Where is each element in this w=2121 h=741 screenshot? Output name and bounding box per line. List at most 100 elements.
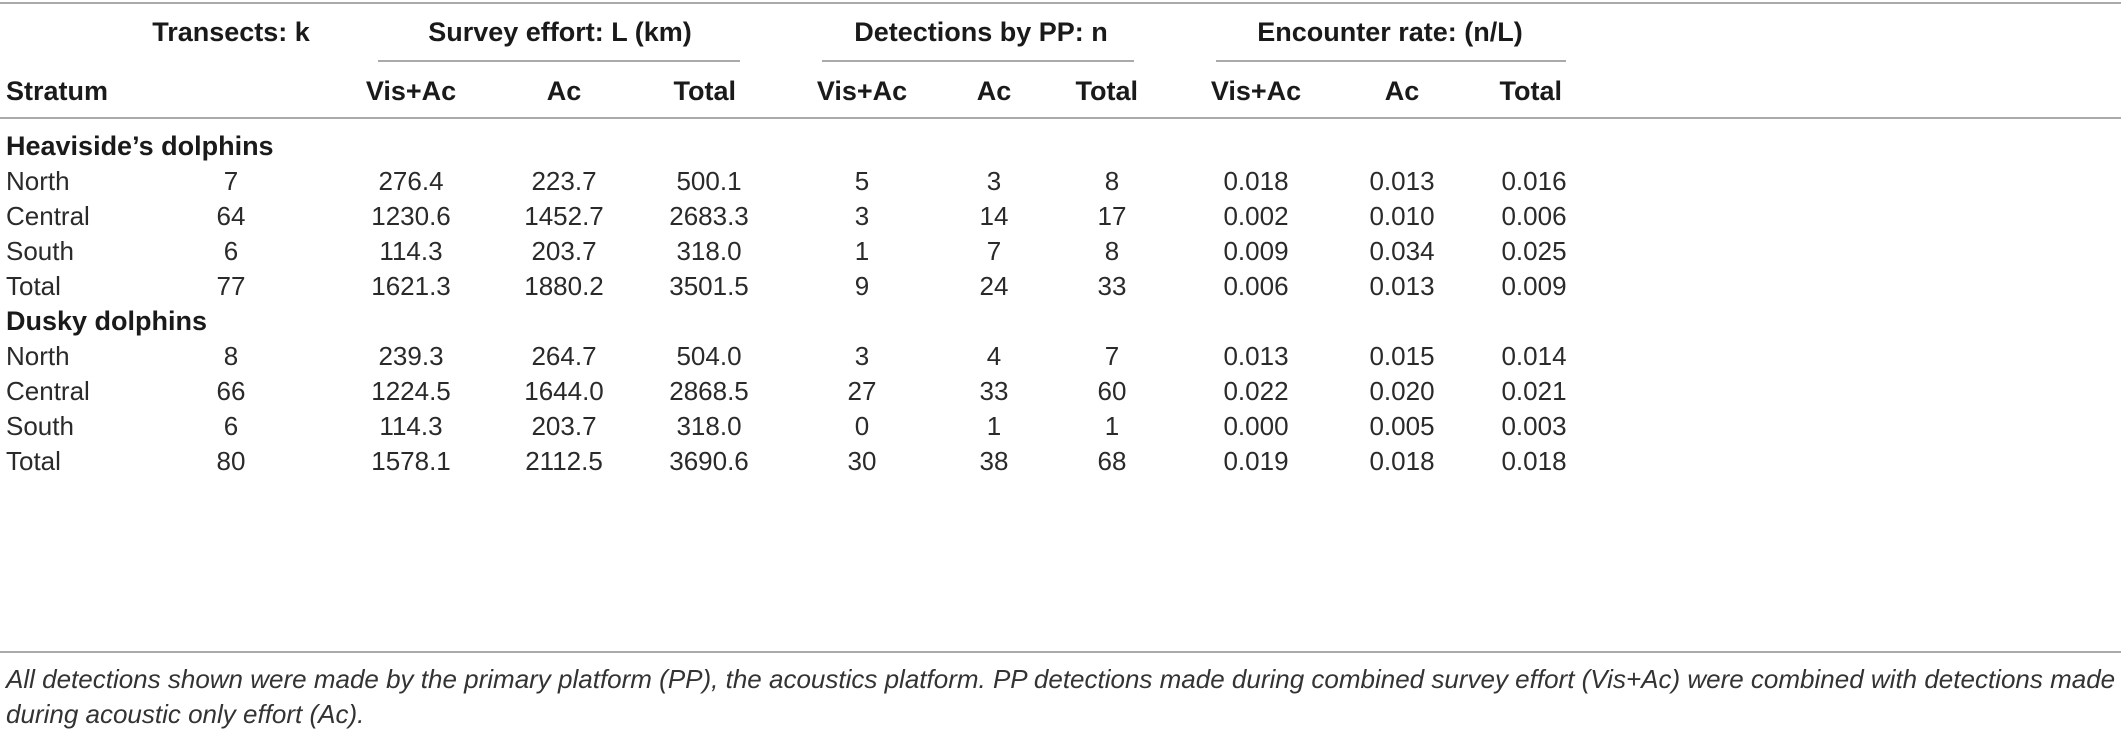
transects-cell: 66 — [216, 376, 246, 406]
effort-group-rule — [378, 60, 740, 62]
transects-cell: 8 — [223, 341, 239, 371]
value-cell: 1 — [986, 411, 1002, 441]
transects-cell: 7 — [223, 166, 239, 196]
value-cell: 0.014 — [1501, 341, 1567, 371]
value-cell: 0.009 — [1223, 236, 1289, 266]
value-cell: 60 — [1097, 376, 1127, 406]
value-cell: 0.009 — [1501, 271, 1567, 301]
header-detections-ac: Ac — [976, 76, 1012, 106]
value-cell: 2868.5 — [669, 376, 749, 406]
value-cell: 33 — [979, 376, 1009, 406]
value-cell: 7 — [986, 236, 1002, 266]
value-cell: 0.034 — [1369, 236, 1435, 266]
value-cell: 0.020 — [1369, 376, 1435, 406]
value-cell: 3690.6 — [669, 446, 749, 476]
value-cell: 0 — [854, 411, 870, 441]
header-detections-total: Total — [1075, 76, 1139, 106]
transects-cell: 80 — [216, 446, 246, 476]
transects-cell: 77 — [216, 271, 246, 301]
value-cell: 0.025 — [1501, 236, 1567, 266]
value-cell: 0.013 — [1369, 166, 1435, 196]
value-cell: 0.018 — [1223, 166, 1289, 196]
value-cell: 3 — [854, 341, 870, 371]
transects-cell: 6 — [223, 236, 239, 266]
value-cell: 8 — [1104, 236, 1120, 266]
stratum-cell: North — [6, 166, 70, 196]
value-cell: 68 — [1097, 446, 1127, 476]
value-cell: 3 — [854, 201, 870, 231]
header-effort-visac: Vis+Ac — [365, 76, 457, 106]
stratum-cell: North — [6, 341, 70, 371]
value-cell: 0.000 — [1223, 411, 1289, 441]
value-cell: 318.0 — [676, 411, 742, 441]
section-title: Dusky dolphins — [6, 306, 208, 336]
value-cell: 0.022 — [1223, 376, 1289, 406]
value-cell: 24 — [979, 271, 1009, 301]
value-cell: 0.002 — [1223, 201, 1289, 231]
value-cell: 4 — [986, 341, 1002, 371]
detections-group-rule — [822, 60, 1134, 62]
value-cell: 0.015 — [1369, 341, 1435, 371]
value-cell: 3 — [986, 166, 1002, 196]
value-cell: 3501.5 — [669, 271, 749, 301]
value-cell: 27 — [847, 376, 877, 406]
header-transects: Transects: k — [152, 17, 310, 47]
value-cell: 33 — [1097, 271, 1127, 301]
transects-cell: 64 — [216, 201, 246, 231]
value-cell: 1 — [854, 236, 870, 266]
value-cell: 5 — [854, 166, 870, 196]
header-encounter-total: Total — [1499, 76, 1563, 106]
value-cell: 1224.5 — [371, 376, 451, 406]
value-cell: 1452.7 — [524, 201, 604, 231]
value-cell: 223.7 — [531, 166, 597, 196]
value-cell: 1578.1 — [371, 446, 451, 476]
value-cell: 2112.5 — [525, 446, 603, 476]
value-cell: 7 — [1104, 341, 1120, 371]
stratum-cell: Total — [6, 446, 61, 476]
table-footnote: All detections shown were made by the pr… — [6, 664, 2116, 729]
header-detections-visac: Vis+Ac — [816, 76, 908, 106]
value-cell: 2683.3 — [669, 201, 749, 231]
table-bottom-rule — [0, 651, 2121, 653]
value-cell: 17 — [1097, 201, 1127, 231]
top-rule — [0, 2, 2121, 4]
value-cell: 318.0 — [676, 236, 742, 266]
value-cell: 114.3 — [379, 411, 443, 441]
value-cell: 203.7 — [531, 411, 597, 441]
value-cell: 9 — [854, 271, 870, 301]
value-cell: 0.016 — [1501, 166, 1567, 196]
header-survey-effort: Survey effort: L (km) — [428, 17, 692, 47]
value-cell: 0.003 — [1501, 411, 1567, 441]
value-cell: 0.019 — [1223, 446, 1289, 476]
value-cell: 1880.2 — [524, 271, 604, 301]
value-cell: 0.006 — [1501, 201, 1567, 231]
header-effort-total: Total — [673, 76, 737, 106]
stratum-cell: South — [6, 411, 74, 441]
value-cell: 0.018 — [1501, 446, 1567, 476]
value-cell: 500.1 — [676, 166, 742, 196]
value-cell: 203.7 — [531, 236, 597, 266]
value-cell: 0.006 — [1223, 271, 1289, 301]
section-title: Heaviside’s dolphins — [6, 131, 274, 161]
header-bottom-rule — [0, 117, 2121, 119]
header-encounter-visac: Vis+Ac — [1210, 76, 1302, 106]
value-cell: 1644.0 — [524, 376, 604, 406]
stratum-cell: Central — [6, 201, 90, 231]
value-cell: 0.013 — [1223, 341, 1289, 371]
value-cell: 0.013 — [1369, 271, 1435, 301]
value-cell: 0.021 — [1501, 376, 1567, 406]
encounter-group-rule — [1216, 60, 1566, 62]
value-cell: 0.018 — [1369, 446, 1435, 476]
header-detections: Detections by PP: n — [854, 17, 1108, 47]
value-cell: 8 — [1104, 166, 1120, 196]
header-effort-ac: Ac — [546, 76, 582, 106]
value-cell: 38 — [979, 446, 1009, 476]
header-stratum: Stratum — [6, 76, 109, 106]
value-cell: 264.7 — [531, 341, 597, 371]
stratum-cell: Total — [6, 271, 61, 301]
value-cell: 30 — [847, 446, 877, 476]
value-cell: 114.3 — [379, 236, 443, 266]
header-encounter-rate: Encounter rate: (n/L) — [1257, 17, 1523, 47]
transects-cell: 6 — [223, 411, 239, 441]
header-encounter-ac: Ac — [1384, 76, 1420, 106]
